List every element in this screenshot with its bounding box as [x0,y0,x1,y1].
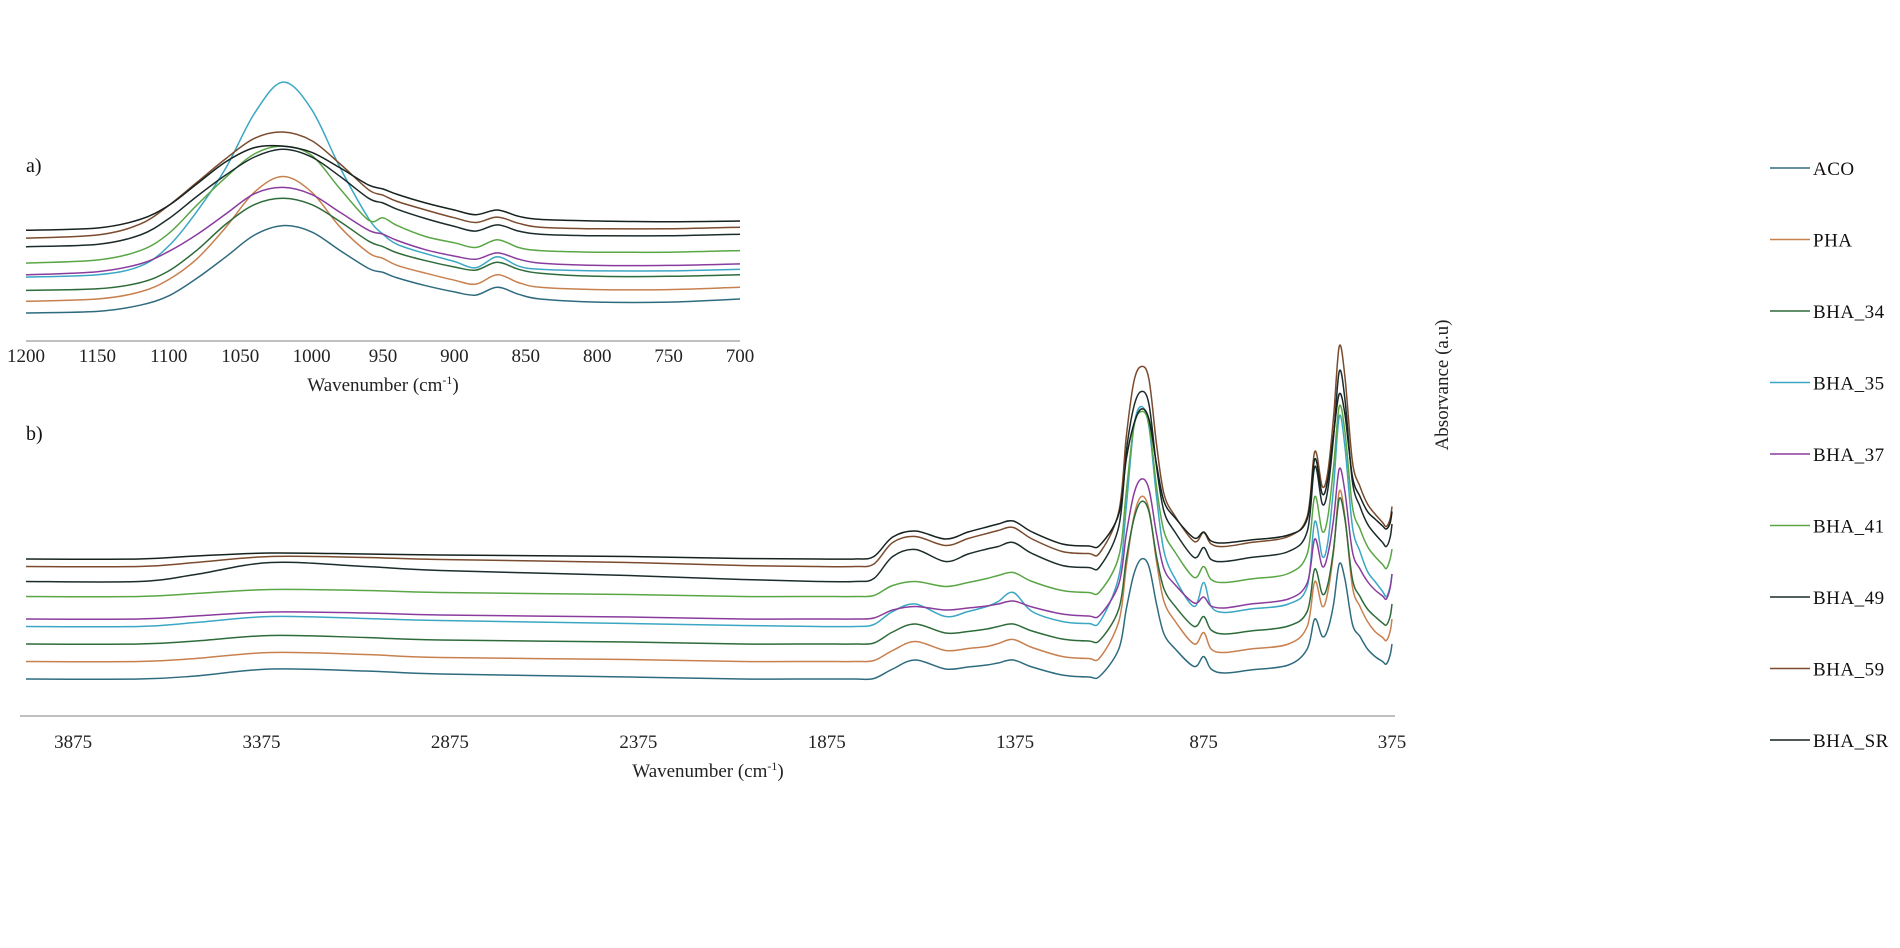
panel-a-tick-labels: 1200 1150 1100 1050 1000 950 900 850 800 750 700 [7,346,754,367]
x-tick-label: 3375 [243,732,281,753]
x-tick-label: 800 [583,346,612,367]
panel-a-x-axis-title: Wavenumber (cm-1) [307,373,458,396]
spectrum-line-bha-sr [25,392,1393,560]
spectrum-line-bha-37 [25,467,1393,620]
legend-label: BHA_SR [1813,731,1889,752]
legend-label: BHA_41 [1813,517,1885,538]
spectrum-line-bha-49 [25,148,741,248]
legend-label: BHA_34 [1813,302,1885,323]
legend-item-bha-37: BHA_37 [1770,445,1885,466]
panel-b-tick-labels: 3875 3375 2875 2375 1875 1375 875 375 [54,732,1406,753]
legend-item-bha-35: BHA_35 [1770,374,1885,395]
panel-b-x-axis-title: Wavenumber (cm-1) [632,759,783,782]
legend-label: PHA [1813,231,1853,252]
x-tick-label: 375 [1378,732,1407,753]
spectrum-line-pha [25,175,741,303]
x-tick-label: 1000 [293,346,331,367]
spectrum-line-bha-59 [25,344,1393,568]
legend-item-pha: PHA [1770,231,1853,252]
legend-item-bha-34: BHA_34 [1770,302,1885,323]
x-tick-label: 700 [726,346,755,367]
legend-item-bha-59: BHA_59 [1770,660,1885,681]
panel-a-curves [25,81,741,314]
spectrum-line-aco [25,224,741,314]
x-tick-label: 1875 [808,732,846,753]
legend-item-bha-sr: BHA_SR [1770,731,1889,752]
x-tick-label: 3875 [54,732,92,753]
legend-label: BHA_35 [1813,374,1885,395]
spectrum-line-bha-35 [25,405,1393,628]
legend-item-bha-49: BHA_49 [1770,588,1885,609]
legend-item-bha-41: BHA_41 [1770,517,1885,538]
x-tick-label: 1150 [79,346,116,367]
panel-b-label: b) [26,423,43,445]
panel-a-label: a) [26,155,42,177]
x-tick-label: 2375 [619,732,657,753]
x-tick-label: 900 [440,346,469,367]
x-tick-label: 1200 [7,346,45,367]
spectrum-line-bha-37 [25,186,741,276]
spectrum-line-bha-35 [25,81,741,278]
legend-label: ACO [1813,159,1855,180]
x-tick-label: 1100 [150,346,187,367]
panel-a: a) 1200 1150 1100 1050 1000 950 900 850 800 750 70… [7,81,754,396]
x-tick-label: 850 [512,346,541,367]
legend-label: BHA_49 [1813,588,1885,609]
spectrum-line-bha-34 [25,197,741,292]
x-tick-label: 1375 [996,732,1034,753]
legend-item-aco: ACO [1770,159,1855,180]
x-tick-label: 875 [1189,732,1218,753]
legend-label: BHA_37 [1813,445,1885,466]
y-axis-title: Absorvance (a.u) [1432,320,1453,451]
spectrum-line-bha-49 [25,369,1393,583]
x-tick-label: 2875 [431,732,469,753]
x-tick-label: 1050 [221,346,259,367]
x-tick-label: 750 [654,346,683,367]
spectrum-line-bha-34 [25,497,1393,645]
legend: ACO PHA BHA_34 BHA_35 BHA_37 BHA_41 BHA_49 BHA_… [1770,159,1889,752]
spectrum-line-aco [25,557,1393,681]
spectrum-line-bha-sr [25,144,741,232]
panel-b: b) 3875 3375 2875 2375 1875 1375 875 375 Wavenu… [20,344,1406,782]
legend-label: BHA_59 [1813,660,1885,681]
spectrum-line-bha-41 [25,145,741,264]
panel-b-curves [25,344,1393,681]
x-tick-label: 950 [369,346,398,367]
spectrum-line-pha [25,489,1393,663]
